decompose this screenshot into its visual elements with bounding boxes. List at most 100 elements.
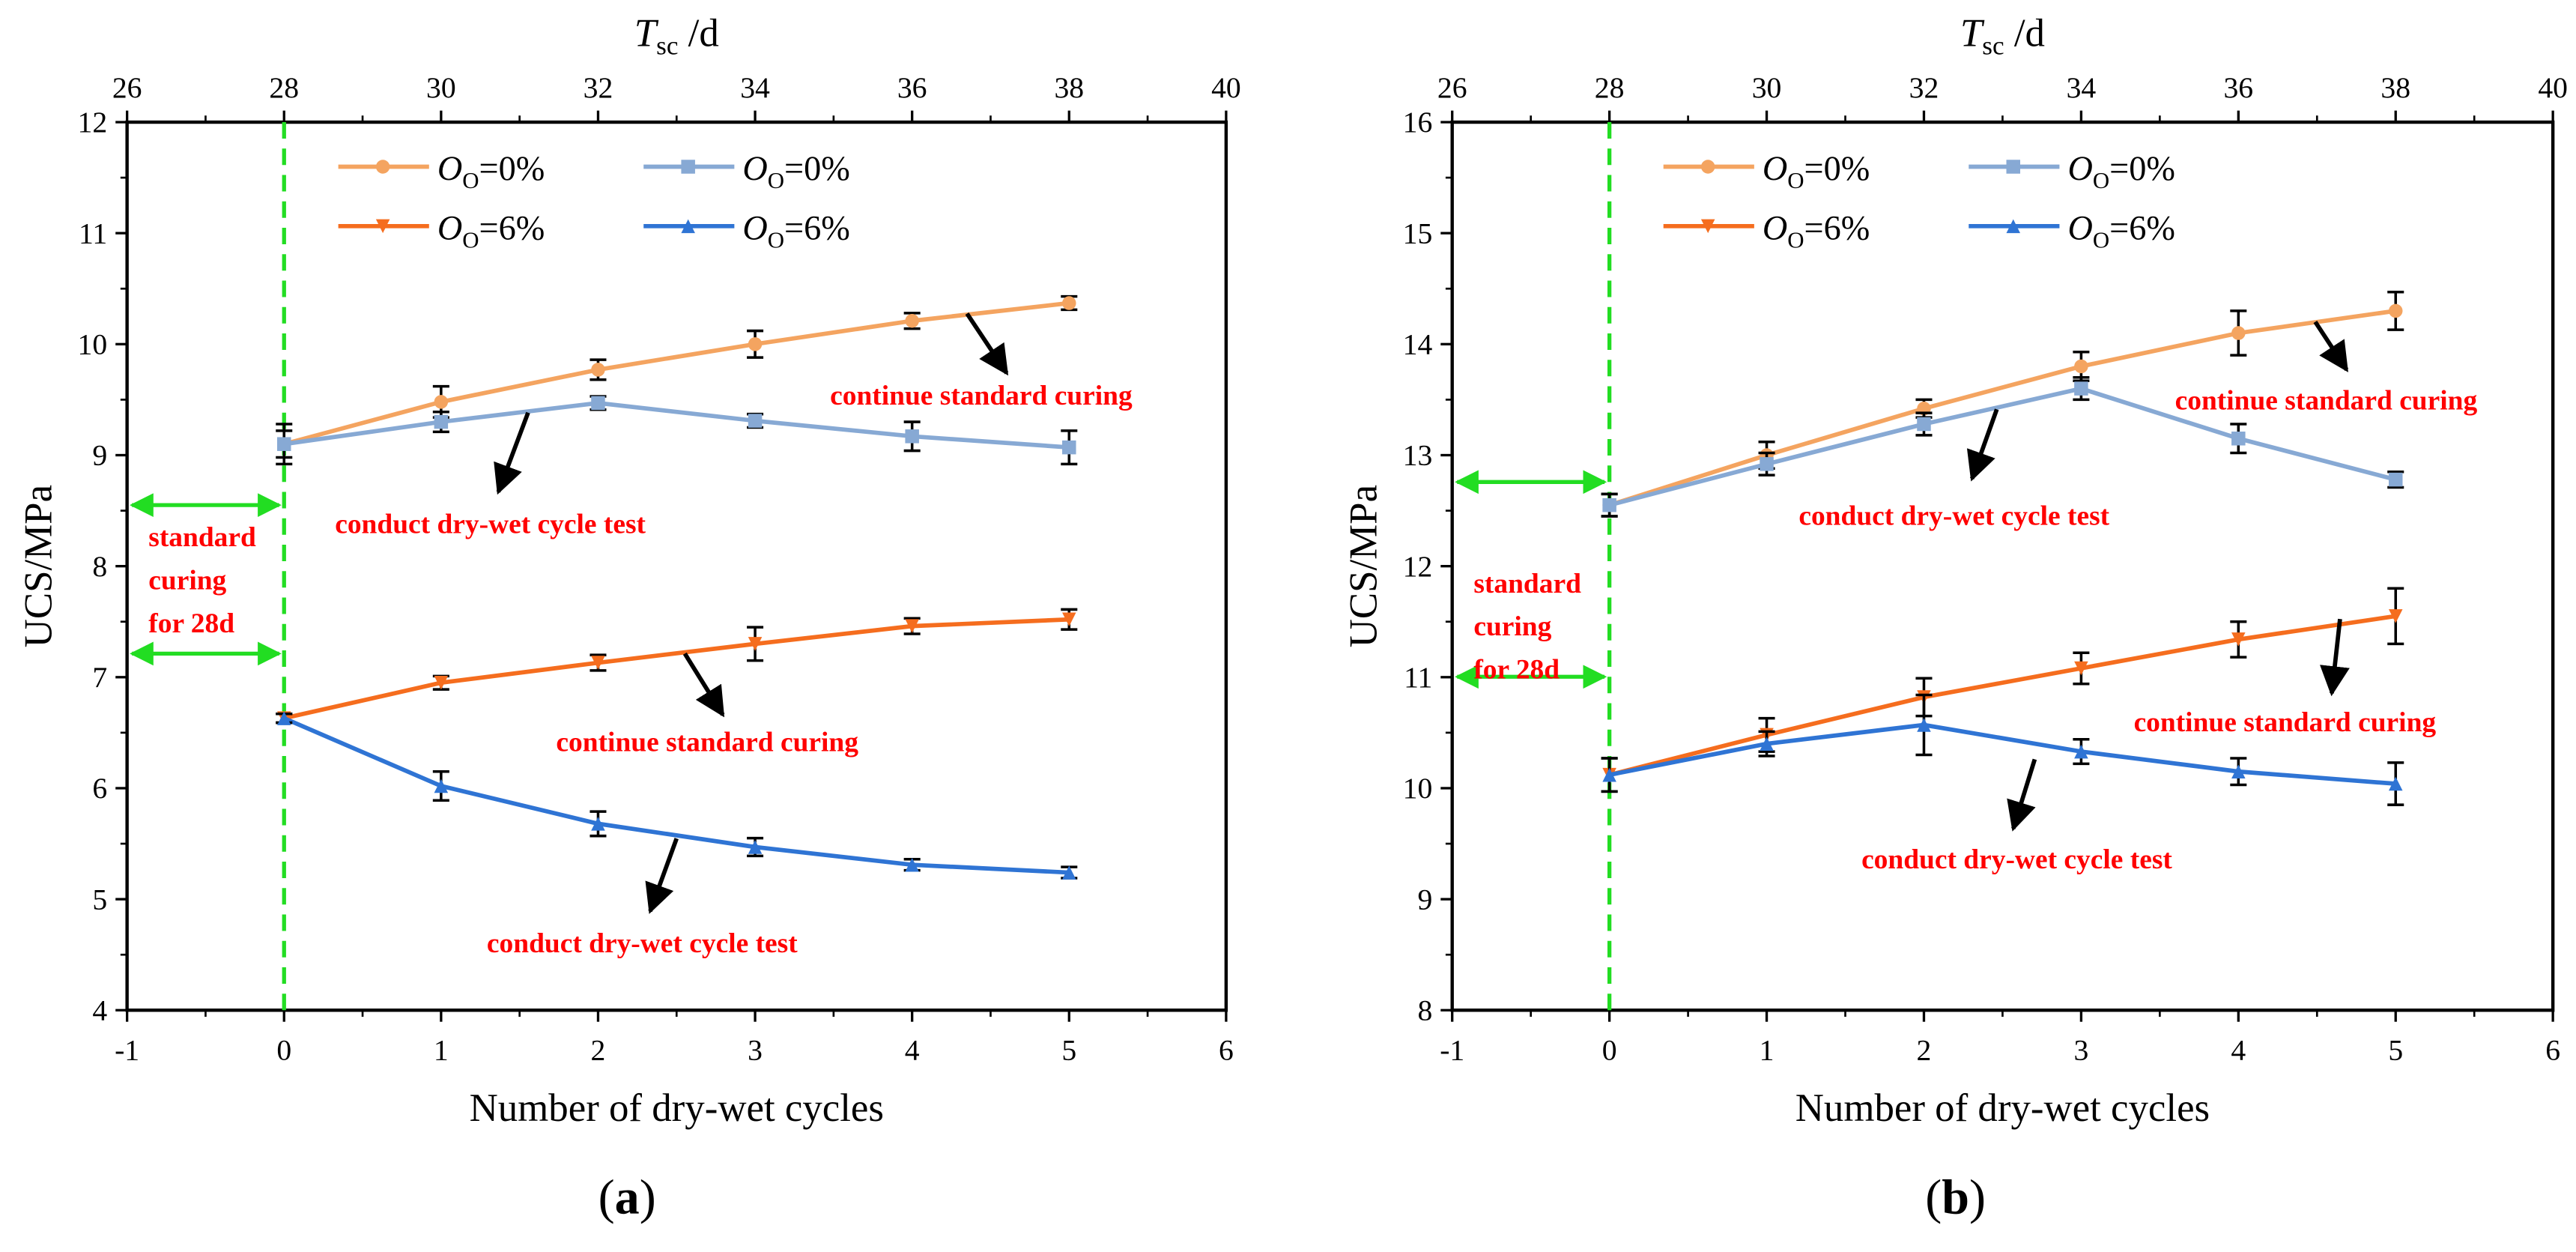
data-point — [2231, 632, 2246, 647]
panel-label-close: ) — [640, 1170, 656, 1224]
data-point — [2074, 744, 2088, 759]
series-line — [283, 400, 1070, 450]
legend-name-value: =6% — [1804, 209, 1870, 247]
legend-name-main: O — [742, 150, 767, 188]
panel-label-open: ( — [1925, 1170, 1942, 1224]
x-tick-label: 2 — [591, 1033, 606, 1066]
annotation-text-2: continue standard curing — [2134, 707, 2437, 738]
standard-curing-text-0: standard — [1473, 569, 1581, 599]
top-tick-label: 30 — [1752, 71, 1782, 104]
legend-name-main: O — [437, 150, 462, 188]
top-tick-label: 38 — [1054, 71, 1084, 104]
y-tick-label: 9 — [92, 439, 107, 472]
legend-entry: OO=0% — [1763, 150, 1870, 193]
top-axis-title: Tsc /d — [1960, 12, 2045, 61]
y-tick-label: 8 — [92, 550, 107, 583]
standard-curing-text-1: curing — [1473, 611, 1551, 642]
data-point — [748, 337, 763, 351]
data-point — [1062, 865, 1076, 880]
top-axis-title-main: T — [634, 12, 659, 55]
y-tick-label: 10 — [78, 328, 108, 361]
legend-name-sub: O — [2093, 227, 2109, 252]
panel-label-letter: a — [615, 1170, 640, 1224]
top-axis-title-sub: sc — [656, 31, 678, 61]
y-tick-label: 11 — [1404, 661, 1432, 694]
annotation-arrow-0 — [965, 312, 1009, 376]
data-point — [748, 414, 763, 428]
data-point — [2074, 381, 2088, 396]
legend-name-value: =0% — [784, 150, 850, 188]
data-point — [1062, 296, 1076, 310]
series-line — [283, 300, 1070, 447]
y-axis-title: UCS/MPa — [1342, 485, 1385, 647]
annotation-arrow-2 — [2320, 618, 2350, 697]
series-1 — [1601, 376, 2404, 518]
legend-marker — [681, 219, 695, 234]
x-tick-label: 0 — [276, 1033, 291, 1066]
top-tick-label: 38 — [2380, 71, 2410, 104]
data-point — [1602, 498, 1616, 512]
top-tick-label: 34 — [740, 71, 770, 104]
standard-curing-text-2: for 28d — [148, 608, 234, 639]
x-axis-title: Number of dry-wet cycles — [1795, 1086, 2210, 1130]
data-point — [434, 675, 449, 690]
legend-marker — [375, 160, 390, 174]
legend-name-main: O — [1763, 209, 1787, 247]
data-point — [1760, 457, 1774, 471]
y-axis-title: UCS/MPa — [16, 485, 60, 647]
legend-entry: OO=0% — [437, 150, 545, 193]
top-tick-label: 30 — [426, 71, 456, 104]
data-point — [276, 437, 291, 451]
series-3 — [276, 711, 1078, 880]
top-tick-label: 36 — [897, 71, 927, 104]
panel-label-letter: b — [1942, 1170, 1969, 1224]
annotation-text-1: conduct dry-wet cycle test — [335, 509, 646, 540]
data-point — [1062, 612, 1076, 627]
legend-entry: OO=6% — [1763, 209, 1870, 252]
data-point — [1602, 767, 1616, 782]
x-tick-label: 5 — [2388, 1033, 2403, 1066]
data-point — [2388, 776, 2403, 791]
annotation-text-1: conduct dry-wet cycle test — [1798, 501, 2109, 532]
x-tick-label: 1 — [434, 1033, 449, 1066]
panel-label-open: ( — [598, 1170, 615, 1224]
chart-panel-a: -1 0 1 2 3 4 5 626 28 30 32 34 36 38 40456789101112Num… — [16, 12, 1240, 1225]
legend-marker — [681, 160, 695, 174]
series-0 — [276, 294, 1078, 459]
legend-name-main: O — [2067, 209, 2092, 247]
series-1 — [276, 395, 1078, 466]
x-tick-label: -1 — [1440, 1033, 1464, 1066]
top-tick-label: 32 — [584, 71, 613, 104]
legend-name-main: O — [437, 209, 462, 247]
top-tick-label: 26 — [1437, 71, 1467, 104]
y-tick-label: 13 — [1403, 439, 1433, 472]
annotation-text-2: continue standard curing — [556, 727, 858, 757]
x-tick-label: 4 — [905, 1033, 920, 1066]
data-point — [591, 363, 605, 377]
data-point — [1760, 737, 1774, 751]
series-2 — [276, 608, 1078, 725]
legend-entry: OO=6% — [437, 209, 545, 252]
legend-marker — [2006, 219, 2021, 234]
figure-scaled-group: -1 0 1 2 3 4 5 626 28 30 32 34 36 38 40456789101112Num… — [16, 12, 2568, 1225]
legend-marker — [375, 219, 390, 234]
legend-name-sub: O — [768, 227, 784, 252]
y-tick-label: 9 — [1417, 883, 1432, 916]
legend-entry: OO=6% — [2067, 209, 2175, 252]
data-point — [1062, 440, 1076, 455]
data-point — [591, 396, 605, 411]
annotation-text-3: conduct dry-wet cycle test — [1861, 844, 2172, 875]
y-tick-label: 14 — [1403, 328, 1433, 361]
x-tick-label: 5 — [1061, 1033, 1076, 1066]
series-line — [1608, 614, 2396, 777]
legend-name-sub: O — [462, 168, 479, 193]
data-point — [2074, 359, 2088, 374]
x-tick-label: 4 — [2231, 1033, 2246, 1066]
annotation-arrow-1 — [494, 411, 530, 495]
series-2 — [1601, 587, 2404, 793]
panel-label: (a) — [598, 1170, 656, 1224]
top-axis-title-unit: /d — [678, 12, 718, 55]
data-point — [591, 656, 605, 670]
